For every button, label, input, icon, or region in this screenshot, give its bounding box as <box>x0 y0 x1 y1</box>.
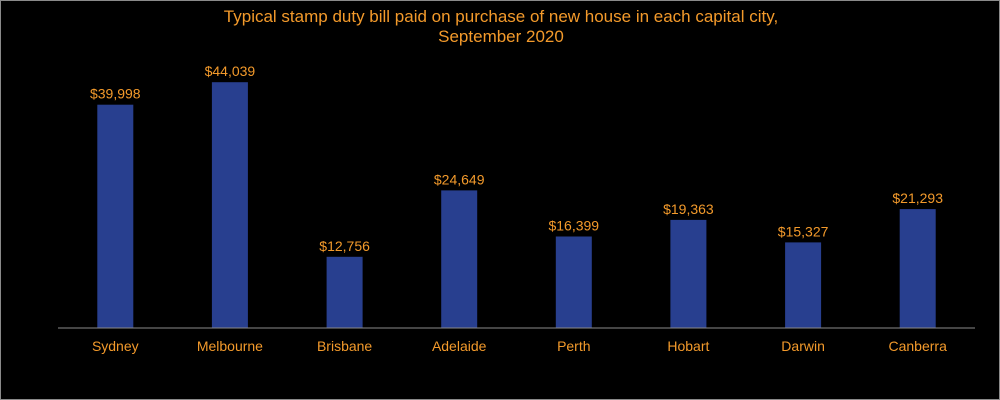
x-tick-label-hobart: Hobart <box>667 338 709 354</box>
data-label-adelaide: $24,649 <box>434 171 485 187</box>
bar-brisbane <box>326 256 363 328</box>
data-label-darwin: $15,327 <box>778 223 829 239</box>
bar-hobart <box>670 219 707 328</box>
bars-group <box>97 82 936 328</box>
x-tick-labels-group: Sydney Melbourne Brisbane Adelaide Perth Hoba… <box>92 338 947 354</box>
data-label-canberra: $21,293 <box>892 190 943 206</box>
bar-melbourne <box>211 82 248 328</box>
data-label-perth: $16,399 <box>548 218 599 234</box>
data-label-brisbane: $12,756 <box>319 238 370 254</box>
bar-canberra <box>899 209 936 328</box>
data-labels-group: $39,998 $44,039 $12,756 $24,649 $16,399 $19,3… <box>90 63 943 254</box>
bar-sydney <box>97 104 134 328</box>
x-tick-label-sydney: Sydney <box>92 338 139 354</box>
bar-darwin <box>785 242 822 328</box>
bar-perth <box>555 236 592 328</box>
chart-title-line-2: September 2020 <box>438 27 564 46</box>
x-tick-label-brisbane: Brisbane <box>317 338 372 354</box>
chart-title-line-1: Typical stamp duty bill paid on purchase… <box>223 7 779 26</box>
x-tick-label-perth: Perth <box>557 338 590 354</box>
chart-title: Typical stamp duty bill paid on purchase… <box>1 7 1000 47</box>
data-label-sydney: $39,998 <box>90 86 141 102</box>
data-label-hobart: $19,363 <box>663 201 714 217</box>
x-tick-label-darwin: Darwin <box>781 338 825 354</box>
x-tick-label-adelaide: Adelaide <box>432 338 487 354</box>
data-label-melbourne: $44,039 <box>205 63 256 79</box>
x-tick-label-melbourne: Melbourne <box>197 338 263 354</box>
x-tick-label-canberra: Canberra <box>889 338 948 354</box>
bar-adelaide <box>441 190 478 328</box>
